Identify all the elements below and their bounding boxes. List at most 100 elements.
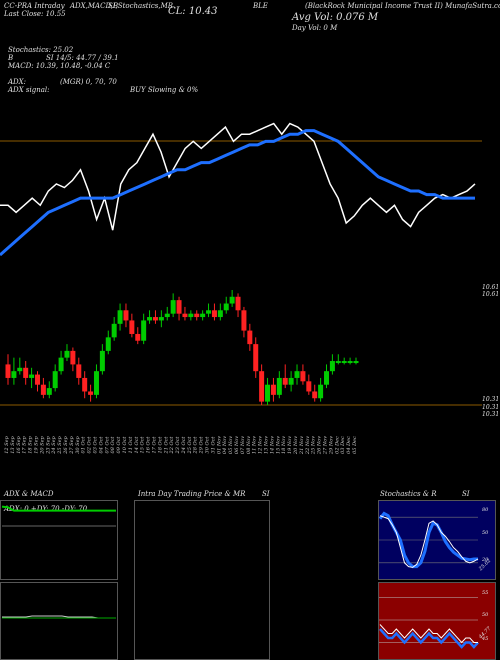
candle-body: [117, 310, 123, 324]
date-tick-label: 03 Oct: [92, 436, 98, 454]
candle-body: [23, 367, 29, 378]
date-tick-label: 22 Nov: [305, 436, 311, 455]
date-tick-label: 14 Nov: [269, 436, 275, 454]
candle-body: [270, 384, 276, 395]
candle-body: [253, 344, 259, 372]
candle-body: [341, 361, 347, 364]
close-label: CL: 10.43: [168, 6, 218, 17]
candle-body: [76, 364, 82, 378]
price-line: [0, 122, 476, 231]
rsi-tick-50: 50: [482, 612, 489, 618]
date-tick-label: 01 Oct: [81, 436, 87, 454]
candle-body: [182, 313, 188, 318]
date-tick-label: 29 Oct: [199, 436, 205, 455]
candle-body: [282, 377, 288, 385]
header-macd-label: ADX,MACD,B: [70, 2, 119, 10]
candle-body: [17, 367, 23, 372]
date-tick-label: 12 Nov: [258, 436, 264, 454]
candle-body: [247, 330, 253, 345]
date-tick-label: 30 Oct: [205, 436, 211, 454]
date-tick-label: 09 Oct: [116, 436, 122, 454]
date-tick-label: 04 Dec: [346, 436, 352, 454]
date-tick-label: 14 Oct: [134, 436, 140, 454]
date-axis: 12 Sep 13 Sep 16 Sep 17 Sep 18 Sep 19 Sep 20 S…: [4, 435, 358, 455]
date-tick-label: 23 Oct: [175, 436, 181, 455]
candle-body: [152, 317, 158, 321]
candles-group: [5, 290, 359, 405]
candle-body: [111, 323, 117, 338]
company-name: (BlackRock Municipal Income Trust II) Mu…: [305, 2, 500, 10]
price-label-mid: 10.61: [482, 284, 500, 291]
date-tick-label: 20 Sep: [39, 435, 45, 454]
date-tick-label: 13 Nov: [264, 436, 270, 454]
date-tick-label: 13 Sep: [10, 435, 16, 453]
date-tick-label: 31 Oct: [210, 436, 216, 454]
candle-body: [335, 361, 341, 364]
rsi-panel: [378, 582, 496, 660]
date-tick-label: 18 Sep: [28, 435, 34, 453]
date-tick-label: 15 Oct: [140, 436, 146, 454]
price-label-low3: 10.31: [482, 411, 500, 418]
candle-body: [46, 388, 52, 395]
candle-body: [265, 384, 271, 402]
last-close-label: Last Close: 10.55: [4, 10, 66, 18]
date-tick-label: 12 Sep: [4, 435, 10, 453]
candle-body: [288, 377, 294, 385]
candle-body: [223, 303, 229, 311]
candle-body: [329, 361, 335, 372]
candle-body: [29, 374, 35, 378]
date-tick-label: 01 Nov: [216, 436, 222, 454]
date-tick-label: 24 Sep: [51, 435, 57, 454]
date-tick-label: 25 Nov: [311, 436, 317, 455]
candle-body: [123, 310, 129, 321]
date-tick-label: 05 Nov: [228, 436, 234, 454]
panel-title-adx: ADX & MACD: [4, 490, 54, 498]
header-si-label: SI,Stochastics,MR: [108, 2, 174, 10]
date-tick-label: 24 Oct: [181, 436, 187, 455]
date-tick-label: 04 Nov: [222, 436, 228, 454]
date-tick-label: 21 Oct: [163, 436, 169, 455]
candle-body: [241, 310, 247, 331]
candle-body: [93, 371, 99, 395]
date-tick-label: 11 Nov: [252, 436, 258, 454]
candle-body: [353, 361, 359, 364]
date-tick-label: 30 Sep: [75, 435, 81, 453]
candle-body: [312, 391, 318, 399]
candle-body: [259, 371, 265, 402]
candle-body: [306, 381, 312, 392]
rsi-tick-45: 45: [482, 636, 489, 642]
candle-body: [294, 371, 300, 378]
candle-body: [82, 377, 88, 392]
price-label-low2: 10.31: [482, 404, 500, 411]
adx-panel: [0, 500, 118, 580]
panel-title-intraday: Intra Day Trading Price & MR: [138, 490, 246, 498]
date-tick-label: 19 Nov: [287, 436, 293, 454]
adx-signal-label: ADX signal:: [8, 86, 50, 94]
candle-body: [206, 310, 212, 314]
candle-body: [141, 320, 147, 341]
date-tick-label: 25 Oct: [187, 436, 193, 455]
company-symbol: BLE: [253, 2, 268, 10]
candle-body: [129, 320, 135, 334]
candle-body: [170, 300, 176, 314]
day-volume: Day Vol: 0 M: [292, 24, 338, 32]
stochastics-d-line: [379, 515, 479, 568]
date-tick-label: 04 Oct: [98, 436, 104, 454]
date-tick-label: 29 Nov: [328, 436, 334, 455]
candle-body: [58, 357, 64, 372]
date-tick-label: 08 Nov: [246, 436, 252, 454]
date-tick-label: 27 Sep: [69, 435, 75, 454]
candle-body: [324, 371, 330, 385]
price-label-right: 10.61: [482, 291, 500, 298]
candle-body: [34, 374, 40, 385]
date-tick-label: 28 Oct: [193, 436, 199, 455]
candle-body: [105, 337, 111, 351]
candle-body: [200, 313, 206, 318]
date-tick-label: 25 Sep: [57, 435, 63, 454]
b-label: B: [8, 54, 14, 62]
stoch-tick-50: 50: [482, 530, 489, 536]
date-tick-label: 10 Oct: [122, 436, 128, 454]
date-tick-label: 21 Nov: [299, 436, 305, 455]
header-stock-label: CC-PRA Intraday: [4, 2, 65, 10]
date-tick-label: 20 Nov: [293, 436, 299, 455]
